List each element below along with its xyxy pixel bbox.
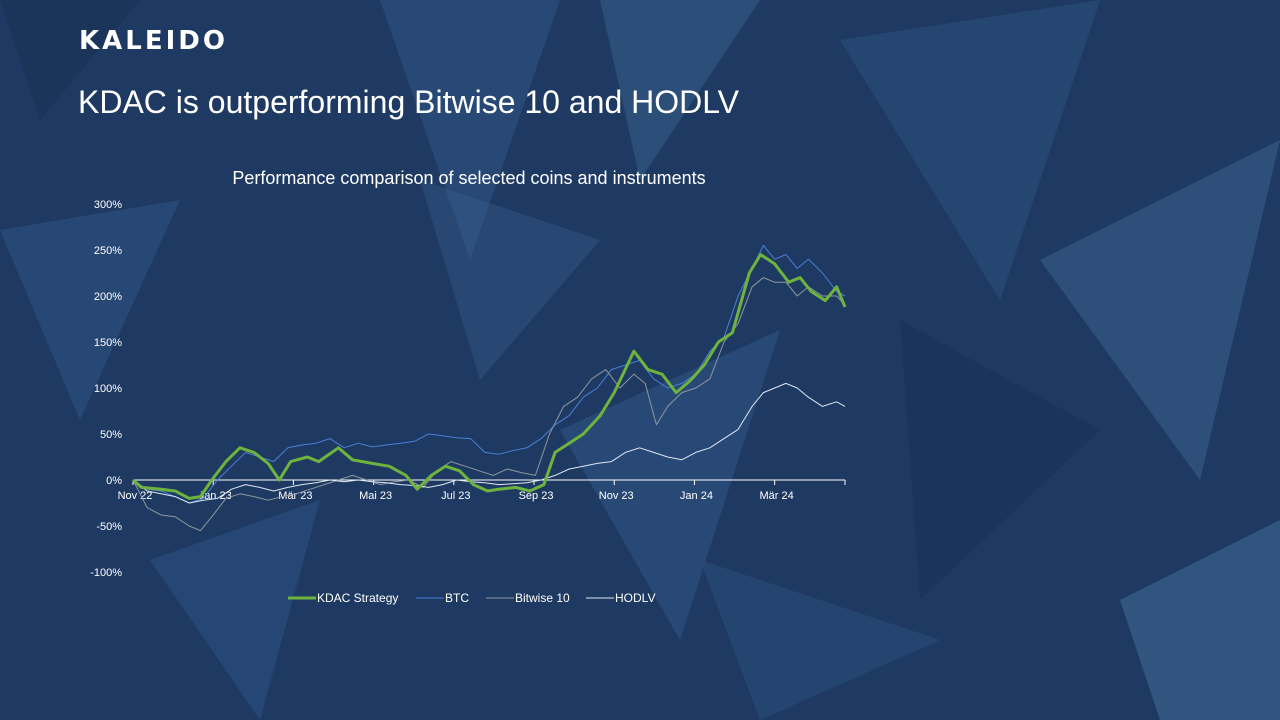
series-line-hodlv	[132, 382, 846, 504]
x-tick-label: Jan 24	[680, 490, 713, 502]
x-tick-label: Nov 22	[118, 490, 153, 502]
y-tick-label: 0%	[106, 475, 122, 487]
y-tick-label: 300%	[94, 199, 122, 211]
x-tick-label: Nov 23	[599, 490, 634, 502]
y-axis: 300% 250% 200% 150% 100% 50% 0% -50% -100%	[90, 199, 122, 579]
legend-label: KDAC Strategy	[317, 591, 398, 605]
x-tick-label: Sep 23	[519, 490, 554, 502]
y-tick-label: 50%	[100, 429, 122, 441]
slide-title: KDAC is outperforming Bitwise 10 and HOD…	[78, 84, 740, 120]
x-tick-label: Mär 23	[278, 490, 312, 502]
y-tick-label: -100%	[90, 567, 122, 579]
chart-legend: KDAC Strategy BTC Bitwise 10 HODLV	[288, 591, 655, 605]
x-tick-label: Mär 24	[760, 490, 794, 502]
kaleido-logo: KALEIDO	[79, 26, 228, 56]
legend-label: HODLV	[615, 591, 655, 605]
x-tick-label: Mai 23	[359, 490, 392, 502]
y-tick-label: 250%	[94, 245, 122, 257]
legend-label: Bitwise 10	[515, 591, 570, 605]
y-tick-label: 100%	[94, 383, 122, 395]
x-axis: Nov 22 Jan 23 Mär 23 Mai 23 Jul 23 Sep 23 Nov …	[118, 480, 846, 502]
chart-title: Performance comparison of selected coins…	[232, 168, 705, 188]
series-layer	[132, 244, 847, 532]
series-line-btc	[132, 244, 846, 504]
y-tick-label: 200%	[94, 291, 122, 303]
series-line-bitwise-10	[132, 277, 846, 532]
legend-label: BTC	[445, 591, 469, 605]
y-tick-label: -50%	[96, 521, 122, 533]
x-tick-label: Jul 23	[441, 490, 470, 502]
series-line-kdac-strategy	[132, 253, 847, 500]
y-tick-label: 150%	[94, 337, 122, 349]
